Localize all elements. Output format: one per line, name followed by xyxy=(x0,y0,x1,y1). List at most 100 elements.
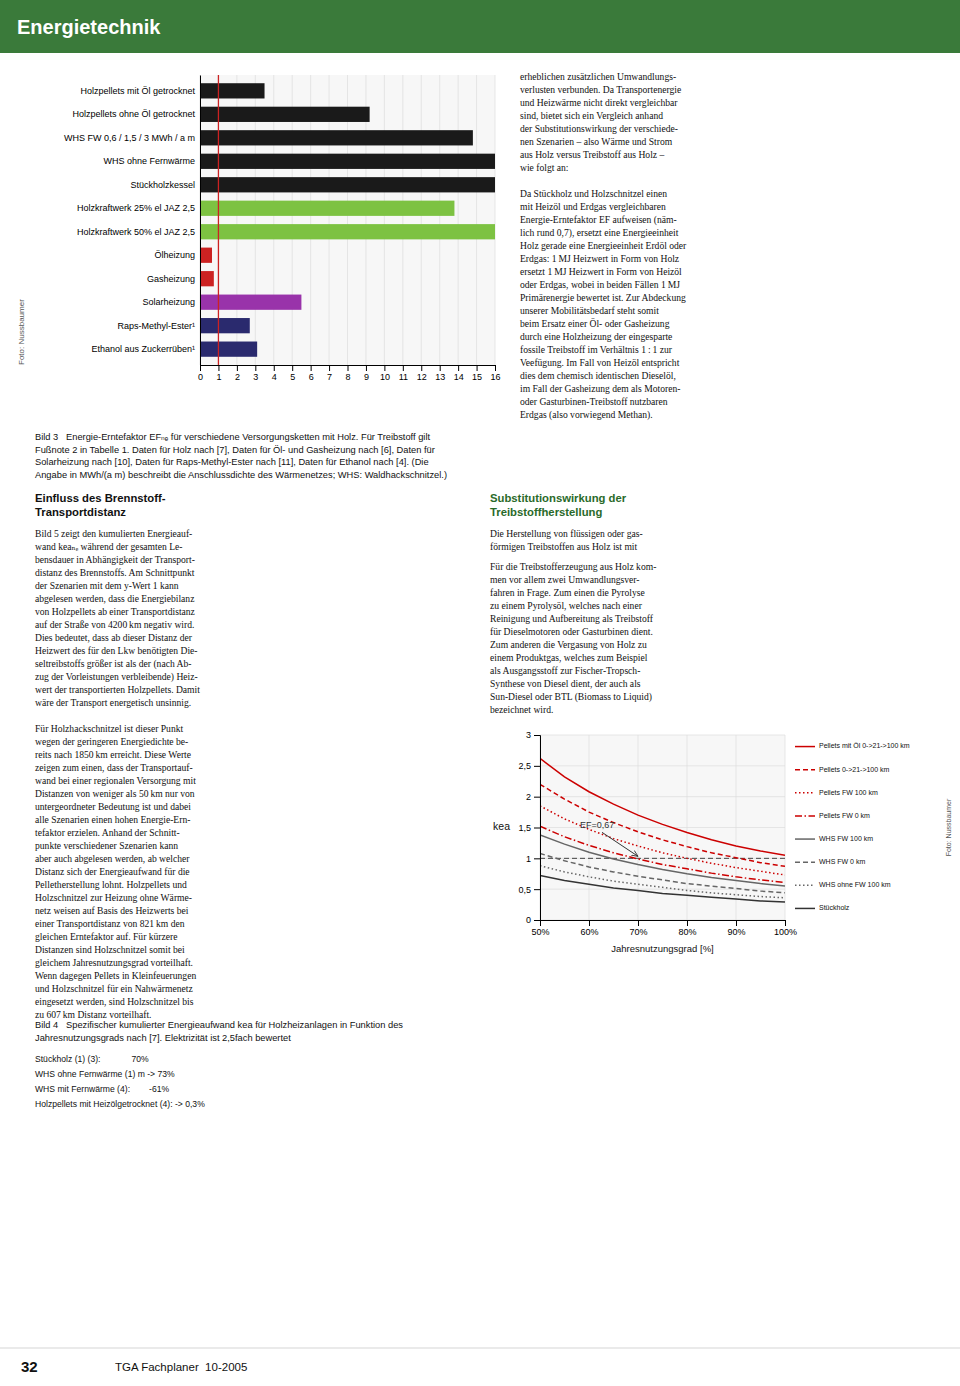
body-text: erheblichen zusätzlichen Umwandlungs-ver… xyxy=(520,71,687,421)
y-axis-tick-label: 0 xyxy=(526,915,531,925)
body-text-line: fahren in Frage. Zum einen die Pyrolyse xyxy=(490,587,645,598)
body-text-line: Holzschnitzel zur Heizung ohne Wärme- xyxy=(35,892,192,903)
y-axis-tick: 3 xyxy=(526,730,540,740)
legend-label: WHS FW 0 km xyxy=(819,858,865,865)
caption-line: Jahresnutzungsgrads nach [7]. Elektrizit… xyxy=(35,1033,291,1043)
category-label: WHS FW 0,6 / 1,5 / 3 MWh / a m xyxy=(64,133,195,143)
x-axis-tick-label: 15 xyxy=(472,372,482,382)
body-text-line: förmigen Treibstoffen aus Holz ist mit xyxy=(490,541,638,552)
body-text-line: durch eine Holzheizung der eingesparte xyxy=(520,331,672,342)
body-text-line: Pelletherstellung lohnt. Holzpellets und xyxy=(35,879,187,890)
category-tick: WHS FW 0,6 / 1,5 / 3 MWh / a m xyxy=(64,133,195,143)
x-axis-tick-label: 14 xyxy=(454,372,464,382)
grid-line xyxy=(458,75,459,365)
body-text: Die Herstellung von flüssigen oder gas-f… xyxy=(490,528,643,552)
category-tick: Holzkraftwerk 50% el JAZ 2,5 xyxy=(77,227,195,237)
grid-line xyxy=(540,765,785,766)
x-axis-tick-mark xyxy=(255,365,256,371)
legend-swatch xyxy=(795,885,815,887)
page: Energietechnikerheblichen zusätzlichen U… xyxy=(0,0,960,1386)
bar xyxy=(200,295,301,310)
caption: Bild 4 Spezifischer kumulierter Energiea… xyxy=(35,1020,403,1043)
x-axis-tick-label: 10 xyxy=(380,372,390,382)
x-axis-tick-mark xyxy=(384,365,385,371)
body-text-line: und Heizwärme nicht direkt vergleichbar xyxy=(520,97,678,108)
x-axis-line xyxy=(541,921,786,927)
x-axis-tick: 9 xyxy=(364,365,369,382)
body-text-line: Für die Treibstofferzeugung aus Holz kom… xyxy=(490,561,656,572)
body-text-line: der Substitutionswirkung der verschiede- xyxy=(520,123,678,134)
category-label: Solarheizung xyxy=(142,297,195,307)
body-text-line: Heizwert des für den Lkw benötigten Die- xyxy=(35,645,198,656)
body-text-line: zug der Vorleistungen verbleibende) Heiz… xyxy=(35,671,198,683)
x-axis-tick-label: 11 xyxy=(399,372,408,382)
heading-line: Substitutionswirkung der xyxy=(490,492,627,504)
series-line xyxy=(540,758,785,855)
x-axis-tick: 5 xyxy=(290,365,295,382)
x-axis-tick-label: 16 xyxy=(490,372,500,382)
x-axis-tick-mark xyxy=(403,365,404,371)
heading-line: Einfluss des Brennstoff- xyxy=(35,492,166,504)
body-text-line: Reinigung und Aufbereitung als Treibstof… xyxy=(490,613,654,624)
body-text-line: ersetzt 1 MJ Heizwert in Form von Heizöl xyxy=(520,266,682,277)
x-axis-tick-label: 8 xyxy=(345,372,350,382)
body-text-line: aber auch abgelesen werden, ab welcher xyxy=(35,853,190,864)
x-axis-tick-mark xyxy=(458,365,459,371)
body-text-line: bezeichnet wird. xyxy=(490,704,553,715)
body-text-line: Die Herstellung von flüssigen oder gas- xyxy=(490,528,643,539)
legend-swatch xyxy=(795,815,815,817)
grid-line xyxy=(540,735,785,736)
body-text-line: seltreibstoffs größer ist als der (nach … xyxy=(35,658,191,670)
x-axis-tick: 3 xyxy=(253,365,258,382)
x-axis-tick-label: 13 xyxy=(435,372,445,382)
y-axis-tick-mark xyxy=(534,828,540,829)
x-axis-tick: 14 xyxy=(454,365,464,382)
body-text-line: fossile Treibstoff im Verhältnis 1 : 1 z… xyxy=(520,344,673,355)
body-text-line: von Holzpellets ab einer Transportdistan… xyxy=(35,606,195,617)
x-axis-tick: 11 xyxy=(399,365,408,382)
body-text-line: gleichen Erntefaktor auf. Für kürzere xyxy=(35,931,178,942)
x-axis-tick: 2 xyxy=(235,365,240,382)
body-text-line: alle Szenarien einen hohen Energie-Ern- xyxy=(35,814,190,825)
y-axis-tick-label: 1,5 xyxy=(518,823,531,833)
caption-line: Angabe in MWh/(a m) beschreibt die Ansch… xyxy=(35,470,447,480)
x-axis-tick: 90% xyxy=(727,920,745,937)
x-axis-tick-label: 7 xyxy=(327,372,332,382)
x-axis-tick: 13 xyxy=(435,365,445,382)
bar xyxy=(200,271,214,286)
y-axis-tick-label: 2 xyxy=(526,792,531,802)
x-axis-tick-mark xyxy=(200,365,201,371)
body-text: Für die Treibstofferzeugung aus Holz kom… xyxy=(490,561,656,715)
lines xyxy=(540,758,785,902)
reference-line xyxy=(540,858,785,859)
x-axis-line xyxy=(201,366,496,372)
body-text: Bild 5 zeigt den kumulierten Energieauf-… xyxy=(35,528,200,1020)
line-chart: 50%60%70%80%90%100%00,511,522,53Jahresnu… xyxy=(35,730,952,1109)
body-text-line: dies dem chemisch identischen Dieselöl, xyxy=(520,370,676,381)
x-axis-tick: 12 xyxy=(417,365,427,382)
body-text-line: sind, bietet sich ein Vergleich anhand xyxy=(520,110,663,121)
x-axis-tick-label: 3 xyxy=(253,372,258,382)
caption-line: Solarheizung nach [10], Daten für Raps-M… xyxy=(35,457,429,467)
y-axis-tick: 2,5 xyxy=(518,761,540,771)
category-axis-line xyxy=(200,76,201,366)
grid-line xyxy=(439,75,440,365)
body-text-line: unserer Mobilitätsbedarf steht somit xyxy=(520,305,659,316)
x-axis-tick-mark xyxy=(311,365,312,371)
series-line xyxy=(540,835,785,886)
body-text-line: Erdgas (also vorwiegend Methan). xyxy=(520,409,653,421)
category-tick: Solarheizung xyxy=(142,297,195,307)
legend-swatch xyxy=(795,769,815,771)
legend-item: Pellets FW 0 km xyxy=(795,812,870,819)
body-text-line: erheblichen zusätzlichen Umwandlungs- xyxy=(520,71,676,82)
x-axis-tick-mark xyxy=(785,920,786,926)
body-text-line: zu 607 km Distanz vorteilhaft. xyxy=(35,1009,151,1020)
x-axis-tick: 100% xyxy=(774,920,797,937)
bar xyxy=(200,83,265,98)
body-text-line: Dies bedeutet, dass ab dieser Distanz de… xyxy=(35,632,193,643)
x-axis-tick-label: 60% xyxy=(580,927,598,937)
category-tick: Holzpellets ohne Öl getrocknet xyxy=(72,109,195,119)
caption-line: Fußnote 2 in Tabelle 1. Daten für Holz n… xyxy=(35,445,435,455)
footer-rule xyxy=(0,1348,960,1349)
body-text-line: beim Ersatz einer Öl- oder Gasheizung xyxy=(520,318,670,329)
